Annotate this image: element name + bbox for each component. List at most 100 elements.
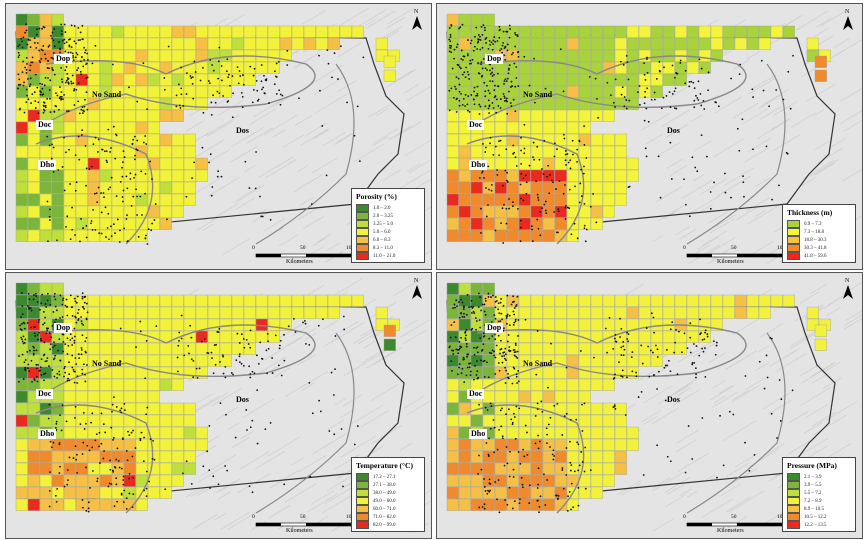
grid-cell [470, 205, 483, 218]
grid-cell [602, 354, 615, 367]
terrain-ridge [215, 406, 238, 421]
grid-cell [614, 97, 627, 110]
well-point [153, 458, 156, 461]
grid-cell [147, 486, 160, 499]
terrain-ridge [658, 205, 684, 222]
well-point [33, 349, 35, 352]
well-point [458, 66, 461, 68]
well-point [620, 346, 623, 349]
grid-cell [662, 306, 675, 319]
well-point [342, 485, 344, 488]
well-point [467, 109, 469, 112]
terrain-ridge [723, 167, 754, 187]
grid-cell [87, 205, 100, 218]
well-point [100, 442, 103, 445]
terrain-ridge [694, 140, 712, 152]
well-point [190, 336, 193, 339]
well-point [557, 497, 559, 500]
terrain-ridge [195, 392, 229, 413]
legend-item: 17.2 – 27.1 [356, 473, 421, 481]
well-point [42, 26, 45, 28]
grid-cell [383, 338, 396, 351]
well-point [576, 237, 579, 240]
terrain-ridge [351, 404, 384, 425]
well-point [565, 447, 568, 449]
terrain-ridge [717, 175, 751, 197]
well-point [511, 85, 513, 87]
well-point [514, 437, 517, 440]
well-point [102, 457, 105, 460]
well-point [67, 78, 69, 81]
well-point [494, 373, 497, 375]
grid-cell [135, 462, 148, 475]
well-point [482, 332, 485, 335]
well-point [150, 229, 153, 232]
grid-cell [135, 450, 148, 463]
well-point [353, 443, 356, 446]
well-point [666, 364, 668, 367]
grid-cell [542, 133, 555, 146]
grid-cell [566, 61, 579, 74]
well-point [33, 42, 36, 44]
well-point [18, 78, 21, 81]
well-point [494, 84, 496, 87]
well-point [79, 240, 81, 243]
grid-cell [566, 25, 579, 38]
terrain-ridge [334, 397, 348, 406]
grid-cell [542, 205, 555, 218]
grid-cell [339, 25, 352, 38]
well-point [47, 77, 49, 79]
grid-cell [638, 37, 651, 50]
grid-cell [482, 294, 495, 307]
well-point [670, 178, 673, 180]
well-point [454, 336, 457, 339]
terrain-ridge [701, 498, 733, 518]
grid-cell [458, 402, 471, 415]
well-point [724, 191, 727, 194]
well-point [131, 455, 134, 458]
well-point [515, 373, 518, 376]
well-point [135, 148, 138, 151]
well-point [26, 63, 28, 65]
legend-item-label: 5.0 – 6.0 [373, 229, 391, 235]
grid-cell [159, 354, 172, 367]
well-point [70, 80, 73, 83]
well-point [523, 152, 526, 155]
well-point [485, 42, 487, 44]
grid-cell [15, 462, 28, 475]
well-point [73, 339, 76, 342]
grid-cell [327, 294, 340, 307]
well-point [48, 144, 51, 147]
well-point [180, 93, 183, 96]
grid-cell [554, 450, 567, 463]
well-point [83, 46, 85, 49]
grid-cell [506, 294, 519, 307]
grid-cell [51, 378, 64, 391]
grid-cell [662, 294, 675, 307]
grid-cell [123, 498, 136, 511]
well-point [456, 305, 458, 308]
well-point [704, 375, 707, 378]
terrain-ridge [215, 480, 236, 494]
grid-cell [578, 342, 591, 355]
grid-cell [27, 450, 40, 463]
grid-cell [63, 354, 76, 367]
well-point [311, 412, 314, 415]
well-point [565, 366, 568, 369]
well-point [464, 105, 467, 107]
grid-cell [482, 229, 495, 242]
grid-cell [458, 13, 471, 26]
well-point [696, 170, 699, 173]
zone-label-dop: Dop [485, 54, 504, 64]
grid-cell [63, 109, 76, 122]
grid-cell [470, 486, 483, 499]
well-point [660, 107, 663, 110]
well-point [498, 140, 500, 143]
terrain-ridge [231, 436, 250, 448]
grid-cell [147, 450, 160, 463]
well-point [22, 60, 25, 63]
grid-cell [111, 474, 124, 487]
well-point [700, 67, 703, 70]
well-point [269, 421, 272, 424]
well-point [582, 172, 585, 175]
